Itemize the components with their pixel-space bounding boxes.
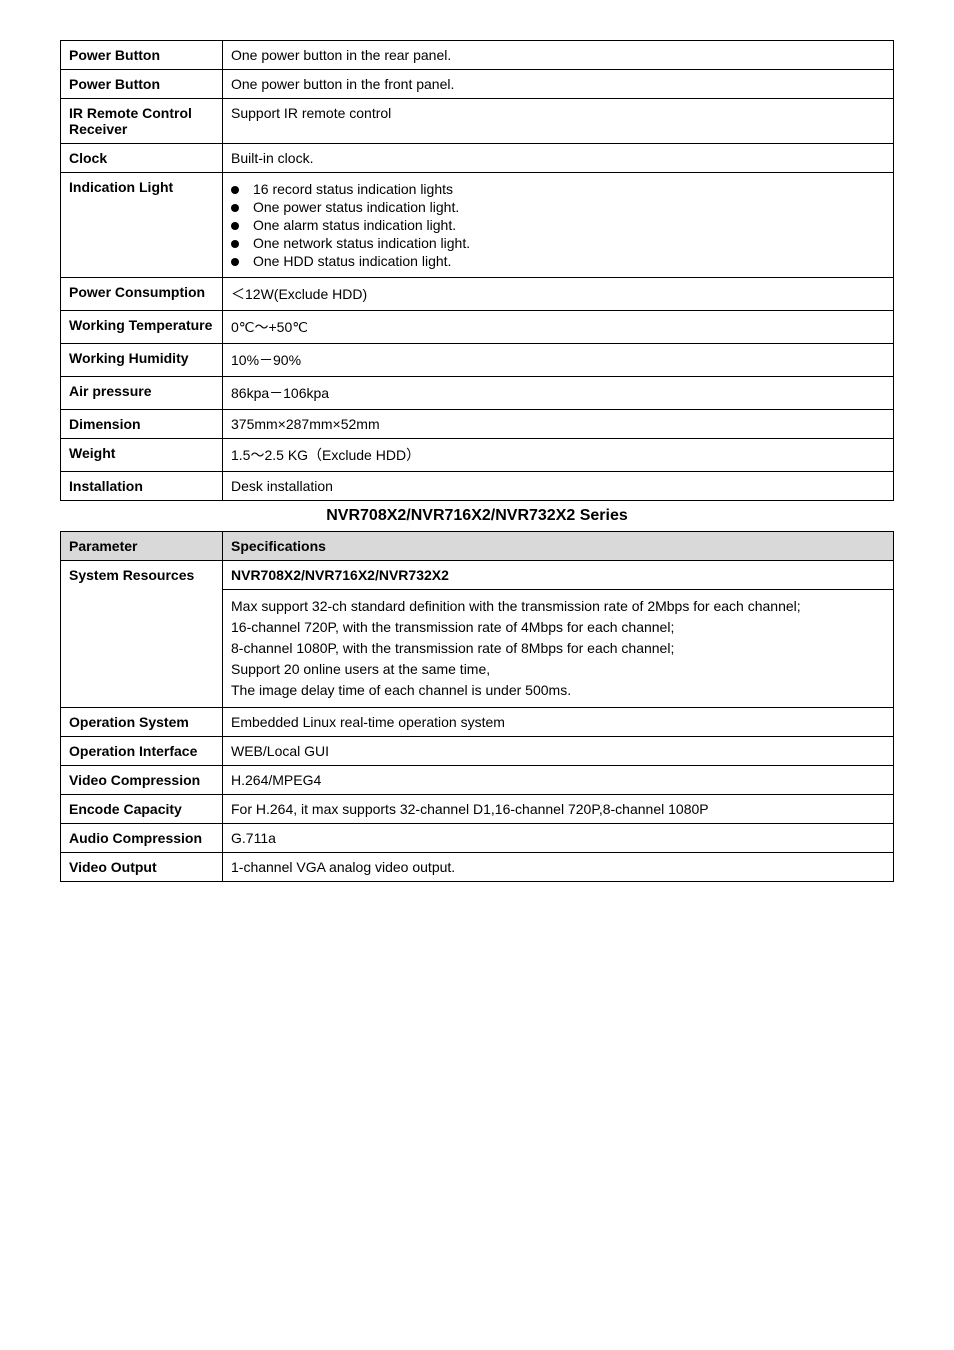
row-value: Built-in clock. [223,144,894,173]
row-label: Power Button [61,70,223,99]
row-value: One power button in the rear panel. [223,41,894,70]
bullet-icon [231,240,239,248]
row-label: Audio Compression [61,824,223,853]
section-title: NVR708X2/NVR716X2/NVR732X2 Series [60,503,894,529]
row-value: One power button in the front panel. [223,70,894,99]
table-row: Air pressure 86kpa－106kpa [61,377,894,410]
resource-line: Max support 32-ch standard definition wi… [231,596,885,617]
row-value: 10%－90% [223,344,894,377]
row-label: Operation Interface [61,737,223,766]
header-label: Parameter [61,532,223,561]
bullet-icon [231,258,239,266]
row-value: 86kpa－106kpa [223,377,894,410]
list-item: One HDD status indication light. [231,253,885,269]
row-value: ＜12W(Exclude HDD) [223,278,894,311]
list-item: 16 record status indication lights [231,181,885,197]
list-item: One alarm status indication light. [231,217,885,233]
row-label: Operation System [61,708,223,737]
row-label: Working Humidity [61,344,223,377]
row-label: Installation [61,472,223,501]
table-row-indication: Indication Light 16 record status indica… [61,173,894,278]
row-value: 375mm×287mm×52mm [223,410,894,439]
resource-line: 16-channel 720P, with the transmission r… [231,617,885,638]
table-row: Weight 1.5～2.5 KG（Exclude HDD） [61,439,894,472]
table-row: Installation Desk installation [61,472,894,501]
row-value: Embedded Linux real-time operation syste… [223,708,894,737]
bullet-icon [231,222,239,230]
model-text: NVR708X2/NVR716X2/NVR732X2 [231,567,449,583]
table-row: Power Button One power button in the fro… [61,70,894,99]
list-item: One power status indication light. [231,199,885,215]
list-item: One network status indication light. [231,235,885,251]
row-label: Weight [61,439,223,472]
table-row: Operation System Embedded Linux real-tim… [61,708,894,737]
row-value: 1.5～2.5 KG（Exclude HDD） [223,439,894,472]
row-value: Max support 32-ch standard definition wi… [223,590,894,708]
row-label: Power Consumption [61,278,223,311]
table-row: Power Button One power button in the rea… [61,41,894,70]
header-value: Specifications [223,532,894,561]
table-row: IR Remote Control Receiver Support IR re… [61,99,894,144]
indication-bullet-list: 16 record status indication lights One p… [231,181,885,269]
spec-table-1: Power Button One power button in the rea… [60,40,894,501]
table-row: Encode Capacity For H.264, it max suppor… [61,795,894,824]
row-value: G.711a [223,824,894,853]
table-row: Working Temperature 0℃～+50℃ [61,311,894,344]
table-row: Power Consumption ＜12W(Exclude HDD) [61,278,894,311]
spec-table-2: Parameter Specifications System Resource… [60,531,894,882]
list-item-text: One power status indication light. [253,199,459,215]
list-item-text: One network status indication light. [253,235,470,251]
row-value: H.264/MPEG4 [223,766,894,795]
table-row: Dimension 375mm×287mm×52mm [61,410,894,439]
resource-line: 8-channel 1080P, with the transmission r… [231,638,885,659]
row-label: Indication Light [61,173,223,278]
table-row: Video Output 1-channel VGA analog video … [61,853,894,882]
table-header-row: Parameter Specifications [61,532,894,561]
row-value: For H.264, it max supports 32-channel D1… [223,795,894,824]
resource-line: Support 20 online users at the same time… [231,659,885,680]
row-label: IR Remote Control Receiver [61,99,223,144]
row-label: Video Output [61,853,223,882]
row-label: Working Temperature [61,311,223,344]
row-value: WEB/Local GUI [223,737,894,766]
row-label: Encode Capacity [61,795,223,824]
row-value: 1-channel VGA analog video output. [223,853,894,882]
row-label: Video Compression [61,766,223,795]
bullet-icon [231,186,239,194]
row-value: Desk installation [223,472,894,501]
table-row: Video Compression H.264/MPEG4 [61,766,894,795]
table-row: Working Humidity 10%－90% [61,344,894,377]
table-row: Audio Compression G.711a [61,824,894,853]
table-row: Operation Interface WEB/Local GUI [61,737,894,766]
bullet-icon [231,204,239,212]
row-label: Dimension [61,410,223,439]
row-value: 16 record status indication lights One p… [223,173,894,278]
row-label: Power Button [61,41,223,70]
row-value: NVR708X2/NVR716X2/NVR732X2 [223,561,894,590]
list-item-text: One HDD status indication light. [253,253,451,269]
row-value: Support IR remote control [223,99,894,144]
table-row-model: System Resources NVR708X2/NVR716X2/NVR73… [61,561,894,590]
row-label: Air pressure [61,377,223,410]
list-item-text: One alarm status indication light. [253,217,456,233]
row-value: 0℃～+50℃ [223,311,894,344]
row-label: System Resources [61,561,223,708]
row-label: Clock [61,144,223,173]
table-row: Clock Built-in clock. [61,144,894,173]
list-item-text: 16 record status indication lights [253,181,453,197]
resource-line: The image delay time of each channel is … [231,680,885,701]
